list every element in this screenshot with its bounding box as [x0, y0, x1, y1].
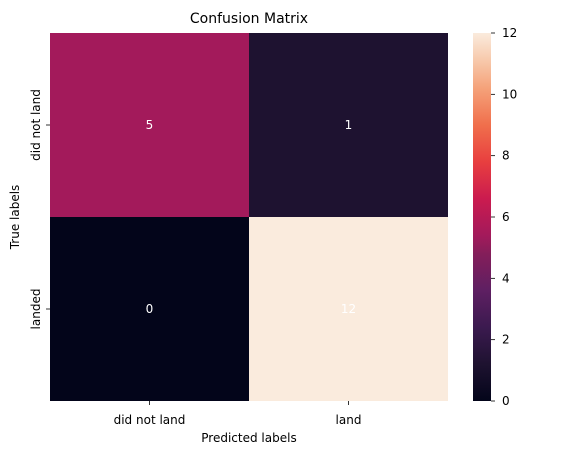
cell-value-label: 0 — [146, 302, 154, 316]
colorbar-tick-label: 4 — [502, 271, 510, 285]
colorbar-tick-label: 0 — [502, 394, 510, 408]
colorbar-tick-label: 10 — [502, 87, 517, 101]
cell-value-label: 5 — [146, 118, 154, 132]
colorbar — [473, 33, 491, 401]
heatmap-cell — [50, 217, 249, 401]
y-axis-label: True labels — [8, 185, 22, 251]
cell-value-label: 1 — [345, 118, 353, 132]
cell-value-label: 12 — [341, 302, 356, 316]
x-tick-label: did not land — [114, 413, 186, 427]
colorbar-tick-label: 8 — [502, 149, 510, 163]
axis-ticks: did not land land did not land landed — [29, 89, 361, 427]
colorbar-ticks: 0 2 4 6 8 10 12 — [491, 26, 517, 408]
x-tick-label: land — [336, 413, 362, 427]
colorbar-tick-label: 6 — [502, 210, 510, 224]
colorbar-tick-label: 2 — [502, 333, 510, 347]
y-tick-label: landed — [29, 289, 43, 330]
heatmap-cell — [249, 33, 448, 217]
colorbar-tick-label: 12 — [502, 26, 517, 40]
x-axis-label: Predicted labels — [201, 431, 296, 445]
heatmap-cells: 5 1 0 12 — [50, 33, 448, 401]
chart-title: Confusion Matrix — [190, 11, 308, 27]
heatmap-cell — [50, 33, 249, 217]
y-tick-label: did not land — [29, 89, 43, 161]
heatmap-cell — [249, 217, 448, 401]
